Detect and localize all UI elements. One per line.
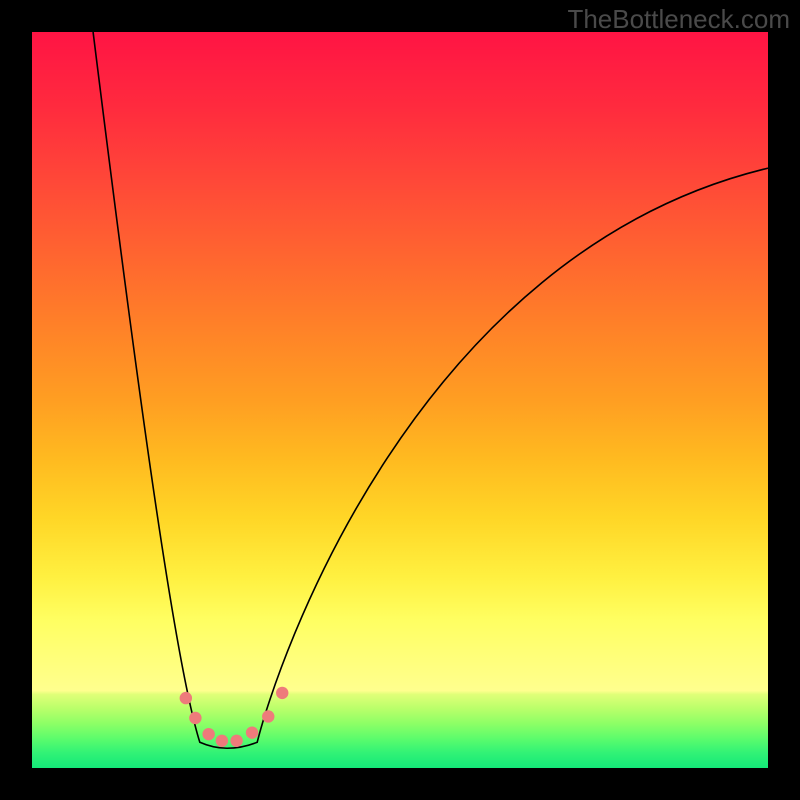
trough-marker [202,728,214,740]
trough-marker [276,687,288,699]
watermark-text: TheBottleneck.com [567,4,790,35]
trough-marker [246,726,258,738]
trough-marker [230,735,242,747]
plot-svg [32,32,768,768]
plot-area [32,32,768,768]
chart-frame: TheBottleneck.com [0,0,800,800]
trough-marker [262,710,274,722]
gradient-background [32,32,768,768]
trough-marker [216,735,228,747]
trough-marker [189,712,201,724]
trough-marker [180,692,192,704]
